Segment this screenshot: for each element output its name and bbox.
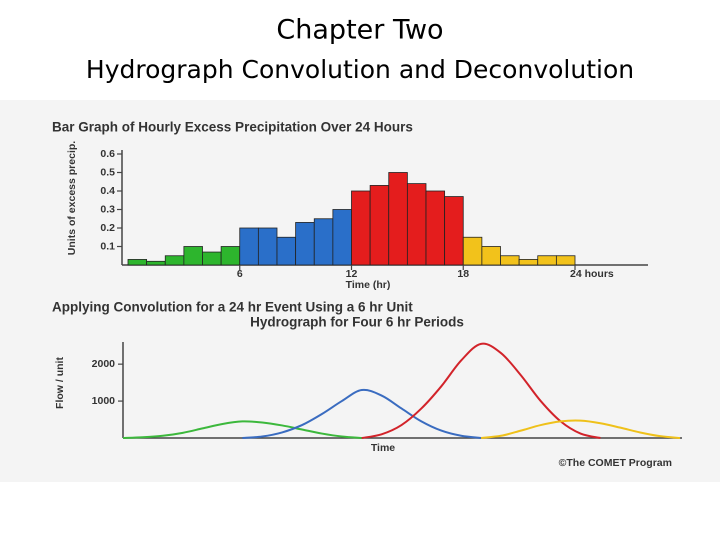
y-axis-label: Flow / unit [54,357,66,409]
bar [332,209,352,266]
bar [369,185,390,266]
slide-subtitle: Hydrograph Convolution and Deconvolution [86,55,634,84]
y-tick-label: 0.6 [100,148,115,160]
bar [295,222,315,266]
bar [518,259,539,266]
bar [462,236,483,266]
y-tick-label: 1000 [92,395,116,407]
bar [351,190,371,266]
bar [202,251,222,266]
y-tick-label: 0.2 [100,222,115,234]
y-tick-label: 0.3 [100,203,115,215]
bar [127,259,148,266]
hydrograph-line [242,388,482,439]
bar [537,255,557,266]
bar [313,218,334,266]
y-tick-label: 0.5 [100,166,115,178]
x-tick-label: 6 [237,268,243,280]
bar [555,255,576,266]
hydrograph-line [480,419,681,439]
credit: ©The COMET Program [559,457,672,469]
slide-title: Chapter Two [276,15,443,46]
bar [481,246,501,266]
x-tick-label: 24 hours [570,268,614,280]
x-tick-label: 12 [346,268,358,280]
bar [164,255,185,266]
chart-title: Applying Convolution for a 24 hr Event U… [52,300,413,315]
x-axis-label: Time (hr) [346,279,391,291]
bar [406,183,427,266]
y-tick-label: 2000 [92,358,116,370]
chart-title: Hydrograph for Four 6 hr Periods [250,315,464,330]
bar [388,172,408,266]
bar [444,196,464,266]
y-tick-label: 0.1 [100,240,115,252]
y-axis-label: Units of excess precip. [66,141,78,255]
bar [183,246,203,266]
bar [500,255,520,266]
bar [239,227,259,266]
bar [257,227,278,266]
x-axis-label: Time [371,442,395,454]
bar [220,246,241,266]
bar [146,260,166,266]
bar [425,190,446,266]
x-tick-label: 18 [457,268,469,280]
bar [276,236,297,266]
y-tick-label: 0.4 [100,185,115,197]
image-background [0,100,720,482]
hydrograph-line [122,420,362,439]
chart-title: Bar Graph of Hourly Excess Precipitation… [52,120,413,135]
